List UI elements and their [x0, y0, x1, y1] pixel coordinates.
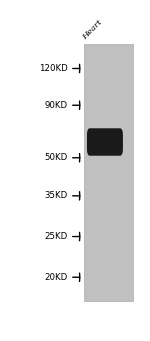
Text: 35KD: 35KD: [44, 191, 68, 200]
Text: 20KD: 20KD: [44, 273, 68, 282]
Text: 50KD: 50KD: [44, 153, 68, 162]
Text: Heart: Heart: [81, 18, 104, 41]
Text: 90KD: 90KD: [44, 101, 68, 110]
Text: 25KD: 25KD: [44, 232, 68, 241]
Text: 120KD: 120KD: [39, 64, 68, 73]
FancyBboxPatch shape: [87, 128, 123, 156]
Bar: [84, 44, 133, 301]
